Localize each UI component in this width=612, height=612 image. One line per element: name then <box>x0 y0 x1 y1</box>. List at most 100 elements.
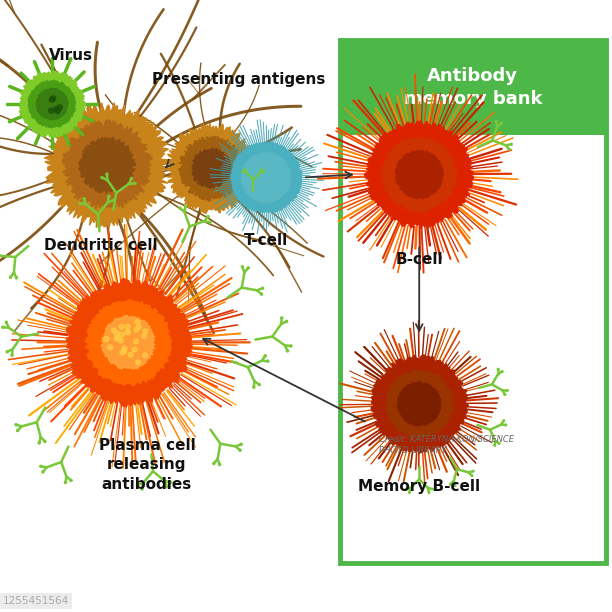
Circle shape <box>179 207 181 209</box>
Circle shape <box>498 442 500 444</box>
Circle shape <box>281 317 283 319</box>
Text: Plasma cell
releasing
antibodies: Plasma cell releasing antibodies <box>99 438 195 492</box>
Circle shape <box>50 97 54 102</box>
Circle shape <box>101 177 103 179</box>
Circle shape <box>129 353 133 357</box>
Circle shape <box>49 108 54 113</box>
Circle shape <box>264 355 266 357</box>
Polygon shape <box>19 71 86 138</box>
Circle shape <box>495 121 497 122</box>
Circle shape <box>114 331 119 336</box>
Circle shape <box>15 277 18 279</box>
Circle shape <box>51 96 56 101</box>
Text: T-cell: T-cell <box>244 233 288 248</box>
Polygon shape <box>101 315 155 369</box>
Circle shape <box>136 484 138 486</box>
Circle shape <box>184 205 187 207</box>
Polygon shape <box>78 137 136 193</box>
Circle shape <box>209 221 211 223</box>
Polygon shape <box>178 136 244 201</box>
Circle shape <box>431 488 433 490</box>
Circle shape <box>125 330 130 335</box>
Circle shape <box>6 321 7 323</box>
Polygon shape <box>395 150 443 199</box>
Circle shape <box>108 195 110 198</box>
Circle shape <box>134 327 139 332</box>
Circle shape <box>44 441 46 442</box>
Circle shape <box>207 215 209 218</box>
Circle shape <box>143 353 147 357</box>
Circle shape <box>504 394 506 395</box>
Circle shape <box>106 173 108 175</box>
Circle shape <box>245 168 246 170</box>
Circle shape <box>79 202 81 204</box>
Circle shape <box>213 463 215 465</box>
Text: Memory B-cell: Memory B-cell <box>358 479 480 494</box>
Circle shape <box>125 329 130 334</box>
Circle shape <box>83 198 85 200</box>
Circle shape <box>405 488 407 490</box>
Circle shape <box>10 276 12 278</box>
Circle shape <box>135 360 140 365</box>
Circle shape <box>6 351 8 353</box>
Circle shape <box>261 287 264 289</box>
Circle shape <box>38 442 40 444</box>
Circle shape <box>15 424 17 426</box>
Circle shape <box>119 332 124 337</box>
FancyBboxPatch shape <box>340 40 606 135</box>
Circle shape <box>409 491 410 493</box>
Circle shape <box>263 171 265 172</box>
Circle shape <box>454 485 456 487</box>
Circle shape <box>507 390 508 391</box>
Circle shape <box>428 491 430 493</box>
Circle shape <box>119 324 124 329</box>
Circle shape <box>136 324 141 329</box>
Circle shape <box>258 384 260 386</box>
Circle shape <box>42 471 44 473</box>
Circle shape <box>166 486 168 488</box>
Circle shape <box>510 143 512 145</box>
Text: Credit: KATERYNA KON/SCIENCE
PHOTO LIBRARY: Credit: KATERYNA KON/SCIENCE PHOTO LIBRA… <box>379 435 515 455</box>
Circle shape <box>17 430 18 431</box>
Text: B-cell: B-cell <box>395 253 443 267</box>
Circle shape <box>55 108 60 114</box>
Circle shape <box>239 449 241 451</box>
Polygon shape <box>66 278 192 407</box>
Circle shape <box>498 368 499 370</box>
Circle shape <box>241 266 244 268</box>
Polygon shape <box>231 142 302 212</box>
Circle shape <box>108 345 113 349</box>
Circle shape <box>122 346 127 351</box>
Circle shape <box>135 319 140 324</box>
Circle shape <box>104 337 109 341</box>
Polygon shape <box>44 103 170 229</box>
Circle shape <box>2 326 4 328</box>
Circle shape <box>242 171 244 172</box>
Circle shape <box>133 339 138 344</box>
Circle shape <box>267 360 269 362</box>
Circle shape <box>70 479 72 482</box>
Circle shape <box>218 463 221 466</box>
Circle shape <box>501 122 502 124</box>
Circle shape <box>111 328 116 333</box>
Polygon shape <box>365 121 474 228</box>
Circle shape <box>503 420 504 422</box>
Polygon shape <box>85 300 172 386</box>
Circle shape <box>11 354 13 356</box>
Polygon shape <box>62 119 152 209</box>
Circle shape <box>261 293 263 295</box>
Circle shape <box>494 444 496 446</box>
Text: Antibody
memory bank: Antibody memory bank <box>403 67 542 108</box>
Polygon shape <box>166 123 256 214</box>
Circle shape <box>240 443 242 446</box>
Circle shape <box>505 424 507 426</box>
Circle shape <box>122 349 127 354</box>
Circle shape <box>170 481 172 483</box>
Circle shape <box>115 335 120 340</box>
Circle shape <box>472 471 474 472</box>
Circle shape <box>471 475 472 477</box>
Circle shape <box>286 350 288 352</box>
Polygon shape <box>397 382 441 426</box>
Circle shape <box>509 149 510 151</box>
Circle shape <box>130 177 132 179</box>
